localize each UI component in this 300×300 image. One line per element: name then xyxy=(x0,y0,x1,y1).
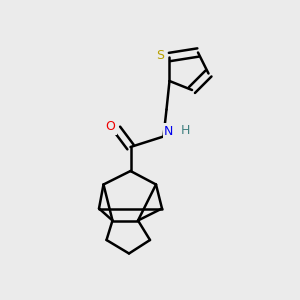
Text: N: N xyxy=(164,124,174,138)
Text: O: O xyxy=(106,120,115,133)
Text: H: H xyxy=(180,124,190,137)
Text: S: S xyxy=(157,49,164,62)
